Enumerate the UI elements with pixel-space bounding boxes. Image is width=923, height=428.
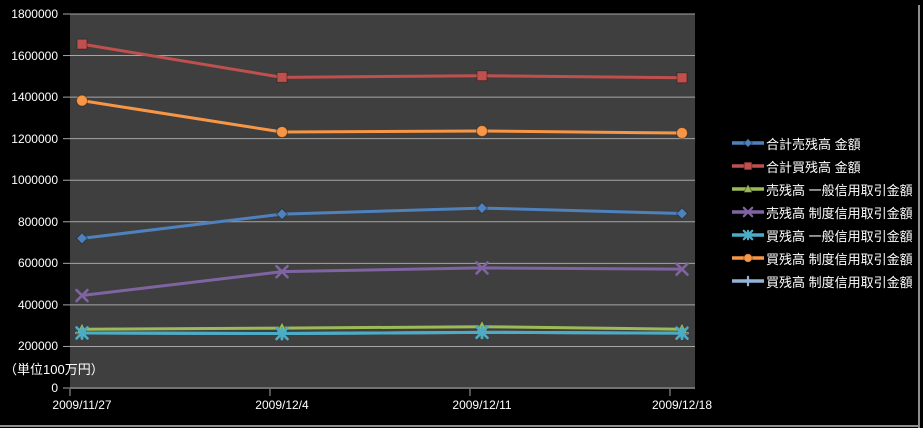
window-edge-right	[918, 5, 920, 428]
data-point-marker	[742, 206, 754, 218]
data-point-marker	[742, 229, 754, 241]
y-axis-tick-label: 0	[51, 381, 58, 395]
legend-item-label: 売残高 制度信用取引金額	[766, 205, 913, 221]
legend: 合計売残高 金額 合計買残高 金額売残高 一般信用取引金額 売残高 制度信用取引金額…	[732, 136, 913, 297]
legend-item-label: 買残高 制度信用取引金額	[766, 251, 913, 267]
y-axis-tick-label: 200000	[17, 339, 58, 354]
legend-item-label: 売残高 一般信用取引金額	[766, 182, 913, 198]
legend-marker-icon	[732, 138, 764, 148]
plot-area	[70, 14, 695, 389]
x-axis-tick-label: 2009/12/4	[255, 398, 309, 412]
data-point-marker	[742, 183, 754, 193]
legend-item: 買残高 制度信用取引金額	[732, 274, 913, 290]
data-point-marker	[743, 161, 753, 171]
legend-item: 買残高 制度信用取引金額	[732, 251, 913, 267]
x-axis-tick-label: 2009/12/18	[651, 398, 713, 412]
legend-item-label: 合計買残高 金額	[766, 159, 861, 175]
legend-marker-icon	[732, 275, 764, 287]
legend-item-label: 買残高 一般信用取引金額	[766, 228, 913, 244]
x-axis-tick-label: 2009/11/27	[52, 398, 112, 412]
legend-item: 売残高 一般信用取引金額	[732, 182, 913, 198]
y-axis-tick-label: 1200000	[11, 131, 58, 146]
legend-item: 買残高 一般信用取引金額	[732, 228, 913, 244]
y-axis-tick-label: 1800000	[11, 7, 58, 21]
legend-item-label: 買残高 制度信用取引金額	[766, 274, 913, 290]
y-axis-tick-label: 1600000	[11, 48, 58, 63]
legend-item: 合計売残高 金額	[732, 136, 913, 152]
unit-label: （単位100万円）	[4, 362, 104, 377]
legend-item: 売残高 制度信用取引金額	[732, 205, 913, 221]
legend-item-label: 合計売残高 金額	[766, 136, 861, 152]
data-point-marker	[743, 138, 753, 148]
legend-item: 合計買残高 金額	[732, 159, 913, 175]
y-axis-tick-label: 600000	[17, 256, 58, 271]
y-axis-tick-label: 400000	[17, 297, 58, 312]
window-edge-bottom	[0, 425, 920, 427]
legend-marker-icon	[732, 183, 764, 193]
legend-marker-icon	[732, 161, 764, 171]
y-axis-tick-label: 1000000	[11, 173, 58, 188]
data-point-marker	[742, 275, 754, 287]
y-axis-tick-label: 1400000	[11, 90, 58, 105]
legend-marker-icon	[732, 253, 764, 263]
legend-marker-icon	[732, 206, 764, 218]
y-axis-tick-label: 800000	[17, 214, 58, 229]
data-point-marker	[743, 253, 753, 263]
legend-marker-icon	[732, 229, 764, 241]
x-axis-tick-label: 2009/12/11	[452, 398, 512, 412]
